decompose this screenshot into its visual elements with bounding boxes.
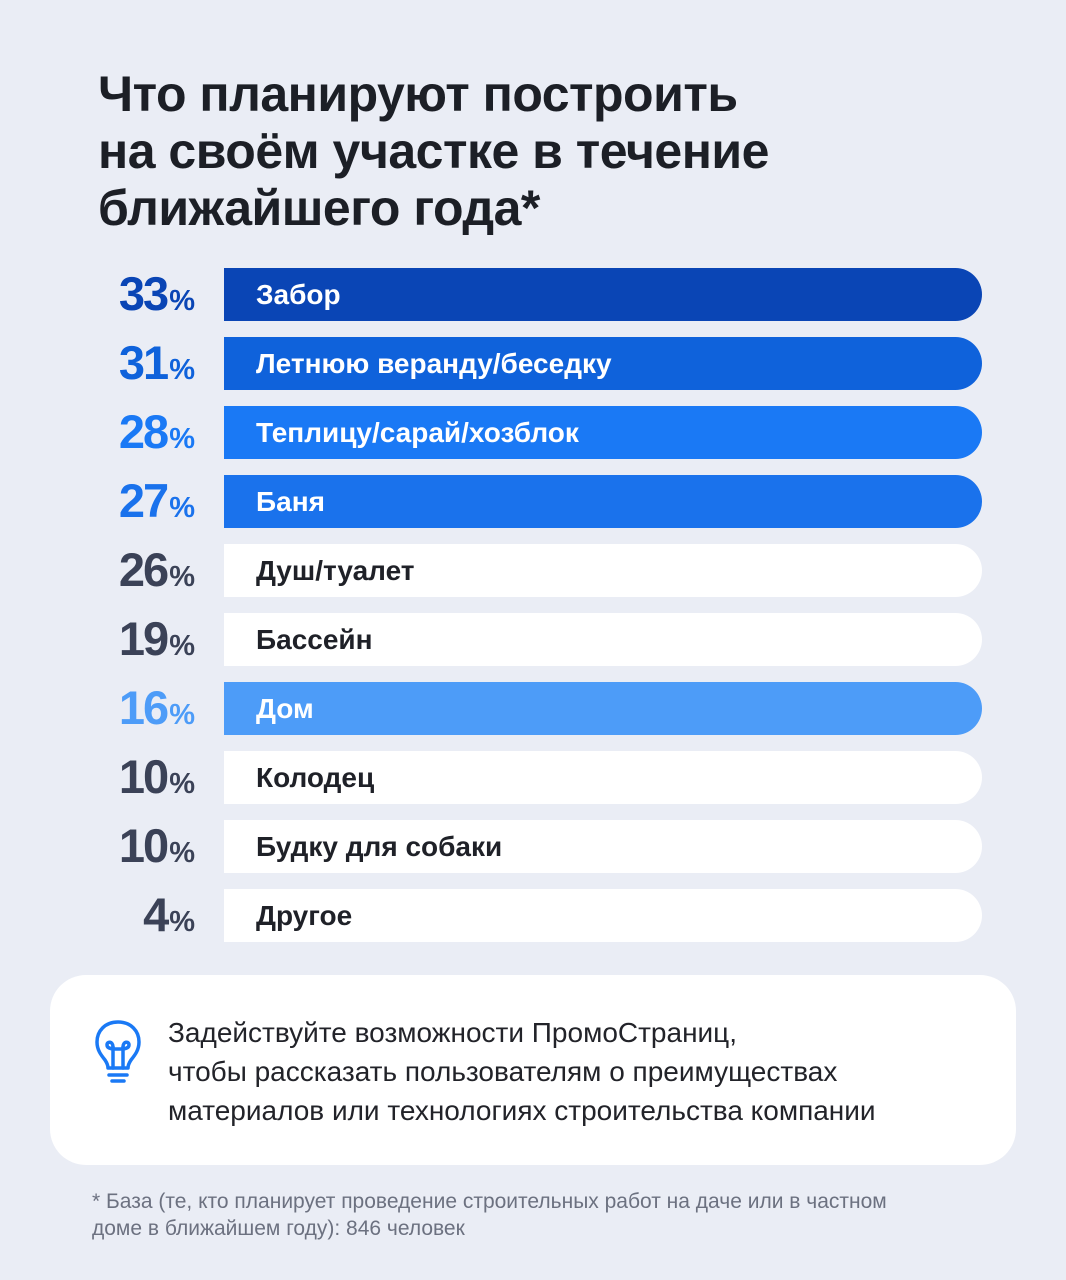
bar: Душ/туалет (224, 544, 982, 597)
percent-sign: % (169, 906, 195, 938)
bar: Колодец (224, 751, 982, 804)
bar-value-label: 10% (40, 818, 195, 874)
bar: Бассейн (224, 613, 982, 666)
bar-category-label: Баня (256, 486, 325, 517)
bar-value-number: 33 (118, 267, 169, 320)
bar-value-number: 19 (118, 612, 169, 665)
bar-value-label: 16% (40, 680, 195, 736)
bar-value-label: 28% (40, 404, 195, 460)
footnote: * База (те, кто планирует проведение стр… (92, 1188, 1012, 1242)
bar-value-number: 16 (118, 681, 169, 734)
bar-value-number: 4 (143, 888, 169, 941)
bar-row: 16% Дом (0, 680, 1066, 736)
bar-value-label: 26% (40, 542, 195, 598)
bar-value-number: 31 (118, 336, 169, 389)
bar-row: 27% Баня (0, 473, 1066, 529)
tip-card: Задействуйте возможности ПромоСтраниц, ч… (50, 975, 1016, 1165)
chart-title: Что планируют построить на своём участке… (98, 66, 978, 237)
bar-category-label: Дом (256, 693, 314, 724)
percent-sign: % (169, 561, 195, 593)
bar-value-label: 31% (40, 335, 195, 391)
bar: Будку для собаки (224, 820, 982, 873)
tip-line: Задействуйте возможности ПромоСтраниц, (168, 1017, 737, 1048)
percent-sign: % (169, 354, 195, 386)
bar-row: 31% Летнюю веранду/беседку (0, 335, 1066, 391)
percent-sign: % (169, 492, 195, 524)
bar-category-label: Колодец (256, 762, 375, 793)
bar-value-label: 10% (40, 749, 195, 805)
bar-value-number: 10 (118, 750, 169, 803)
percent-sign: % (169, 423, 195, 455)
tip-line: материалов или технологиях строительства… (168, 1095, 876, 1126)
bar-category-label: Забор (256, 279, 341, 310)
bar-category-label: Летнюю веранду/беседку (256, 348, 612, 379)
bar: Баня (224, 475, 982, 528)
percent-sign: % (169, 837, 195, 869)
percent-sign: % (169, 768, 195, 800)
bar-row: 33% Забор (0, 266, 1066, 322)
bar: Летнюю веранду/беседку (224, 337, 982, 390)
percent-sign: % (169, 630, 195, 662)
bar-row: 26% Душ/туалет (0, 542, 1066, 598)
footnote-line: доме в ближайшем году): 846 человек (92, 1217, 465, 1240)
bar: Другое (224, 889, 982, 942)
title-line: Что планируют построить (98, 66, 738, 122)
bar-row: 19% Бассейн (0, 611, 1066, 667)
bar-row: 4% Другое (0, 887, 1066, 943)
bar-value-label: 4% (40, 887, 195, 943)
footnote-line: * База (те, кто планирует проведение стр… (92, 1190, 887, 1213)
bar-value-number: 10 (118, 819, 169, 872)
bar-category-label: Будку для собаки (256, 831, 503, 862)
bar-value-label: 27% (40, 473, 195, 529)
tip-text: Задействуйте возможности ПромоСтраниц, ч… (168, 1013, 998, 1130)
bar-row: 10% Будку для собаки (0, 818, 1066, 874)
bar-value-label: 33% (40, 266, 195, 322)
bar: Забор (224, 268, 982, 321)
bar-value-label: 19% (40, 611, 195, 667)
bar-row: 28% Теплицу/сарай/хозблок (0, 404, 1066, 460)
title-line: на своём участке в течение (98, 123, 769, 179)
bar-value-number: 26 (118, 543, 169, 596)
bar: Дом (224, 682, 982, 735)
bar-category-label: Бассейн (256, 624, 373, 655)
bar-value-number: 28 (118, 405, 169, 458)
bar-category-label: Другое (256, 900, 353, 931)
percent-sign: % (169, 285, 195, 317)
title-line: ближайшего года* (98, 180, 540, 236)
bar-category-label: Душ/туалет (256, 555, 415, 586)
lightbulb-icon (95, 1020, 141, 1083)
bar-row: 10% Колодец (0, 749, 1066, 805)
bar-value-number: 27 (118, 474, 169, 527)
bar: Теплицу/сарай/хозблок (224, 406, 982, 459)
bar-category-label: Теплицу/сарай/хозблок (256, 417, 579, 448)
tip-line: чтобы рассказать пользователям о преимущ… (168, 1056, 838, 1087)
percent-sign: % (169, 699, 195, 731)
